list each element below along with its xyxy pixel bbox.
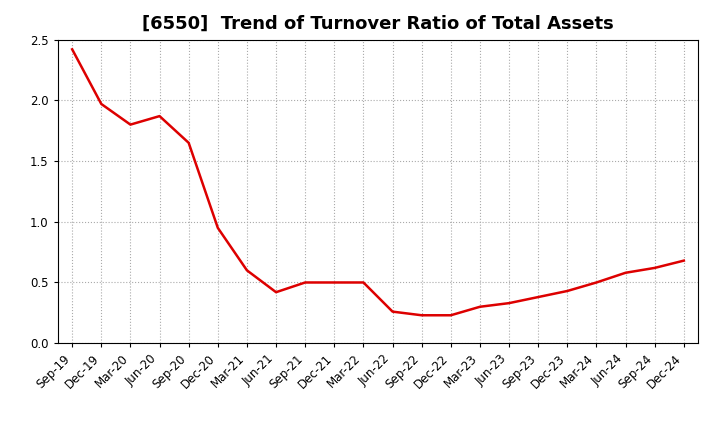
- Title: [6550]  Trend of Turnover Ratio of Total Assets: [6550] Trend of Turnover Ratio of Total …: [142, 15, 614, 33]
